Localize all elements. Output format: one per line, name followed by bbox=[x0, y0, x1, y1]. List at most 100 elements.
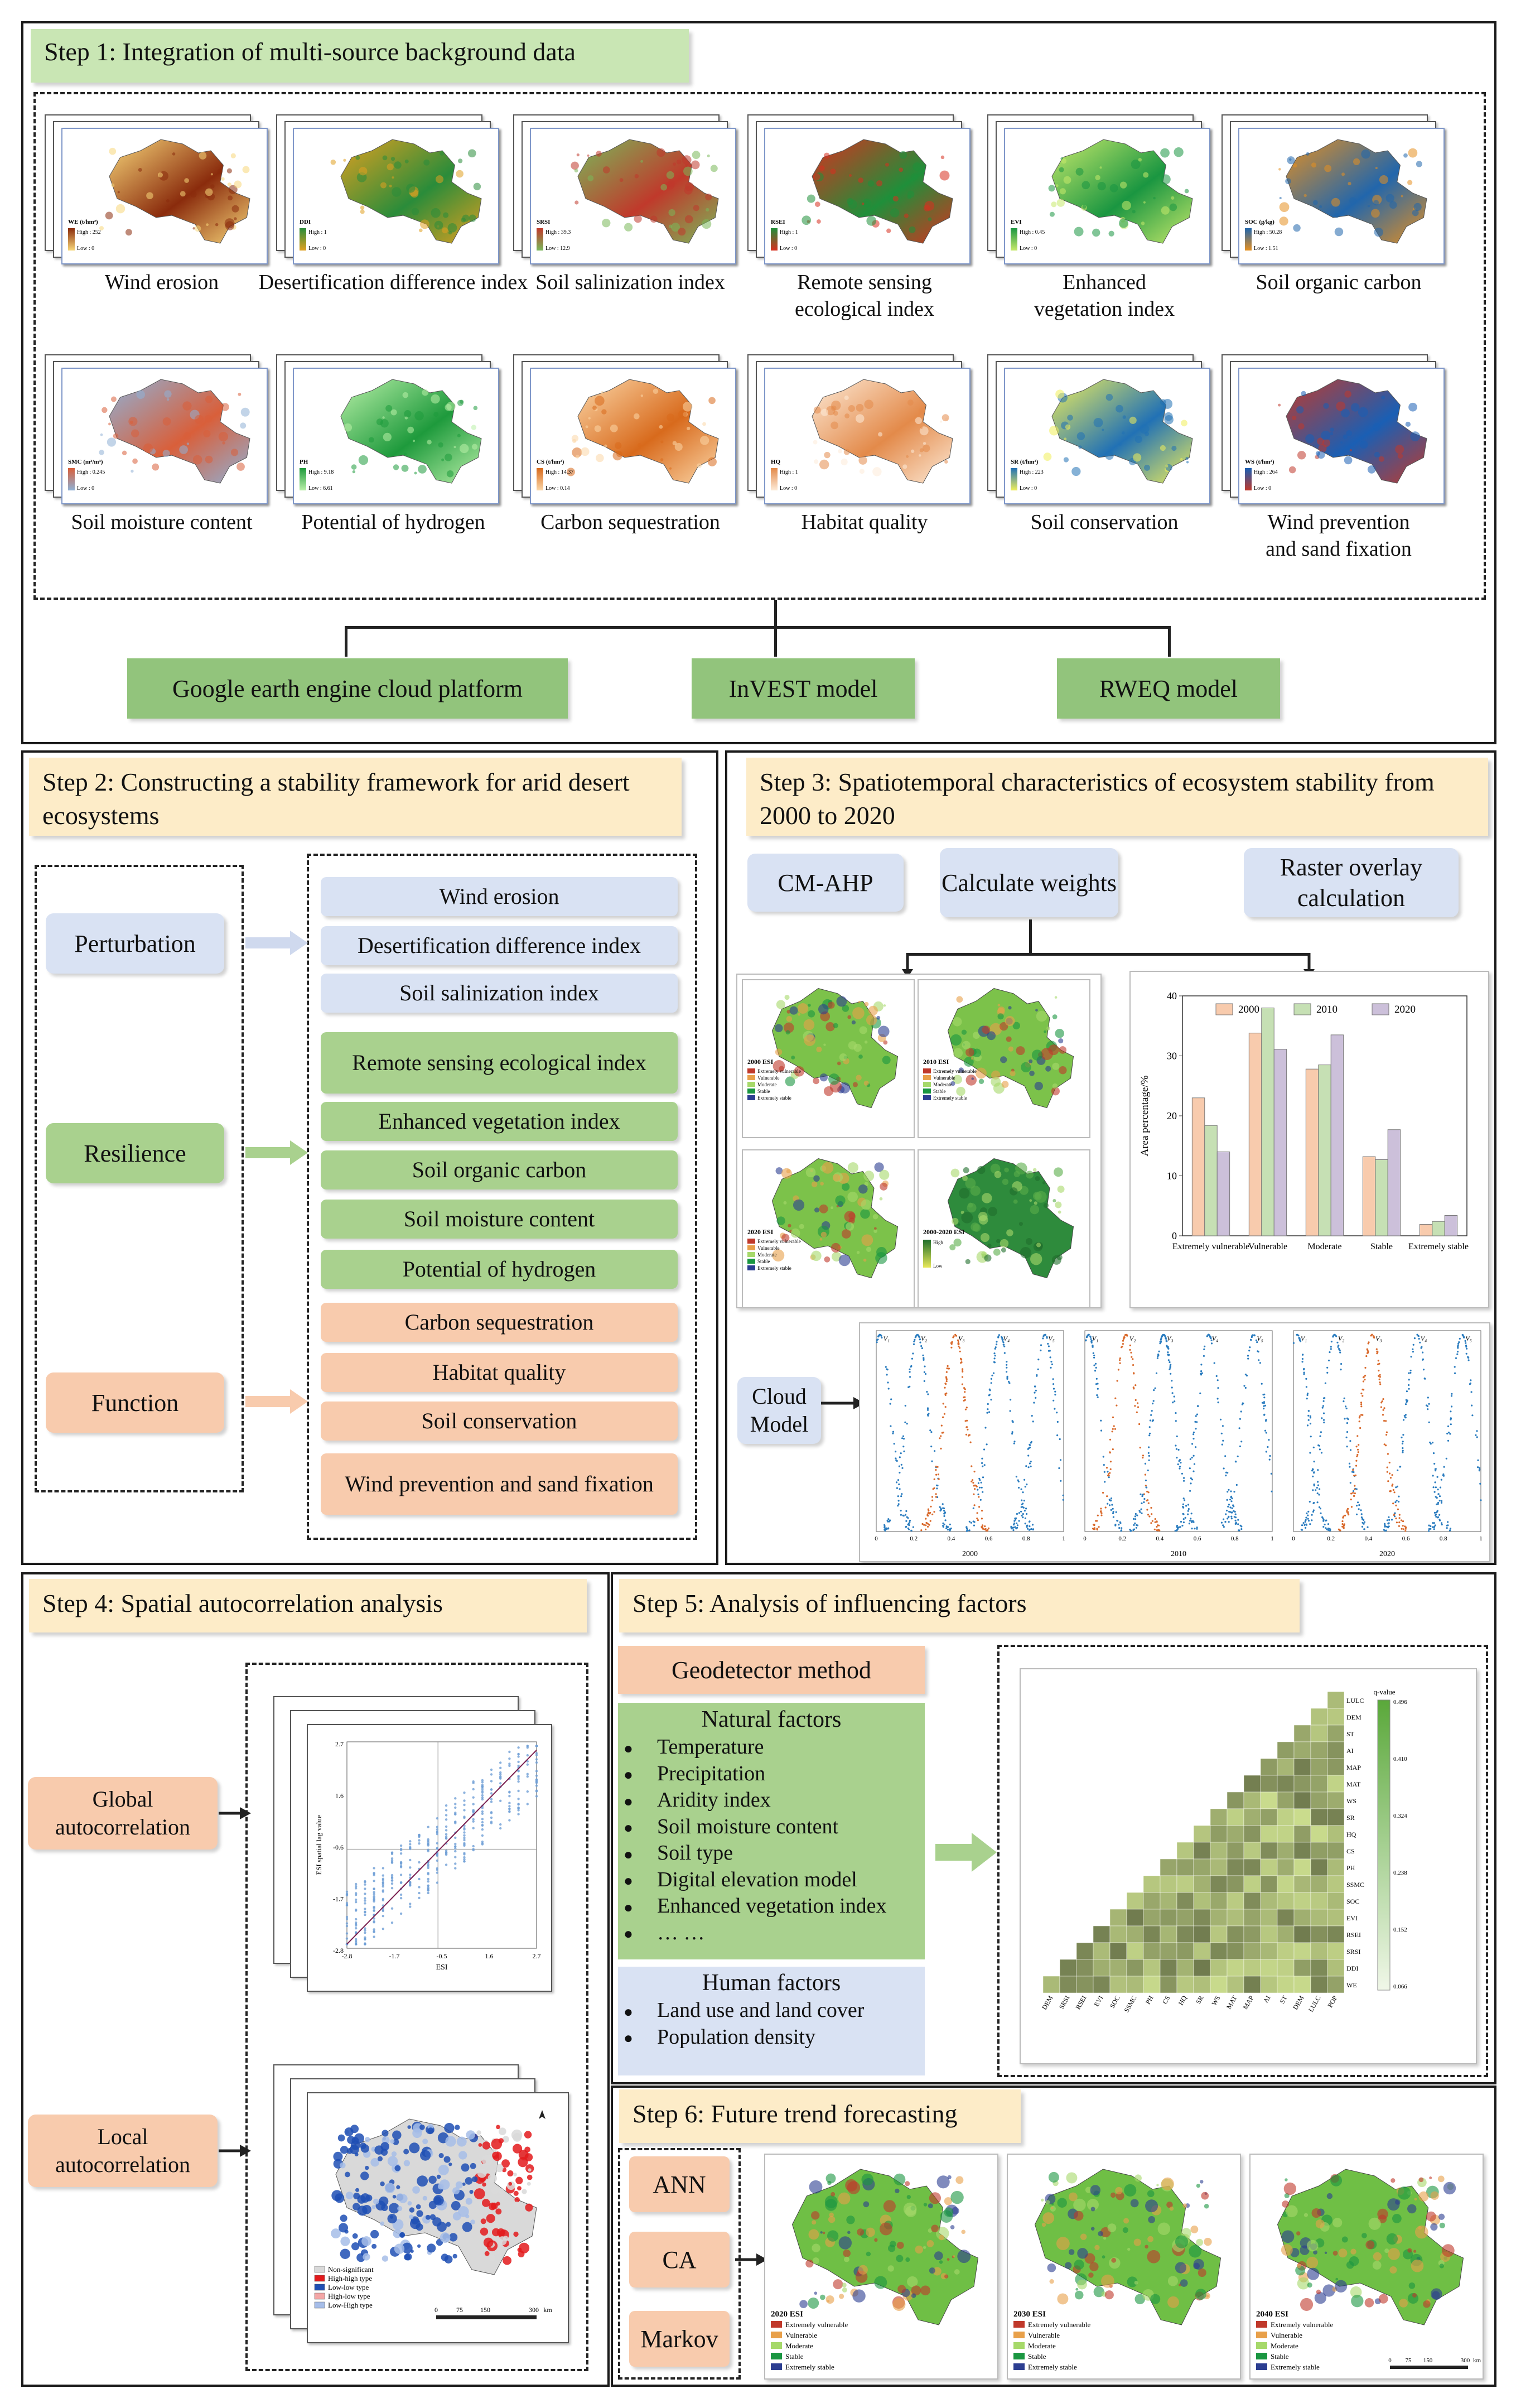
cloud-drop bbox=[1462, 1336, 1465, 1338]
cloud-drop bbox=[1265, 1432, 1267, 1434]
esi-texture bbox=[952, 1217, 959, 1225]
cloud-drop bbox=[1225, 1475, 1227, 1477]
cloud-drop bbox=[1454, 1366, 1456, 1368]
lisa-cluster bbox=[446, 2222, 451, 2227]
lisa-cluster bbox=[427, 2243, 436, 2253]
legend-title: SR (t/hm²) bbox=[1011, 459, 1039, 465]
scatter-point bbox=[445, 1818, 448, 1821]
scatter-point bbox=[355, 1898, 358, 1901]
forecast-texture bbox=[1056, 2237, 1070, 2251]
cloud-drop bbox=[1191, 1456, 1193, 1459]
heatmap-cell bbox=[1293, 1741, 1311, 1759]
cloud-drop bbox=[1427, 1408, 1429, 1410]
cloud-drop bbox=[1192, 1431, 1195, 1433]
map-texture bbox=[1413, 203, 1422, 211]
lisa-cluster bbox=[501, 2159, 510, 2168]
map-texture bbox=[1351, 403, 1360, 412]
scatter-point bbox=[399, 1852, 403, 1855]
map-texture bbox=[1063, 457, 1069, 463]
forecast-texture bbox=[1423, 2300, 1431, 2308]
lisa-cluster bbox=[425, 2214, 431, 2220]
cloud-drop bbox=[1397, 1469, 1399, 1471]
cloud-drop bbox=[1450, 1395, 1453, 1397]
cloud-drop bbox=[1032, 1420, 1034, 1423]
forecast-map: 2040 ESI Extremely vulnerable Vulnerable Mo… bbox=[1249, 2154, 1484, 2380]
scatter-point bbox=[499, 1773, 502, 1776]
cloud-x-tick: 0.8 bbox=[1231, 1535, 1239, 1542]
cloud-drop bbox=[1389, 1477, 1392, 1479]
scatter-point bbox=[390, 1882, 394, 1885]
cloud-drop bbox=[1234, 1511, 1236, 1513]
scatter-point bbox=[399, 1844, 403, 1847]
cloud-drop bbox=[958, 1345, 960, 1347]
cloud-drop bbox=[1153, 1528, 1156, 1530]
cloud-drop bbox=[1441, 1500, 1443, 1502]
cloud-drop bbox=[924, 1373, 927, 1375]
heatmap-row-label: SRSI bbox=[1346, 1948, 1360, 1956]
cloud-drop bbox=[1371, 1333, 1373, 1336]
esi-texture bbox=[837, 1061, 841, 1066]
forecast-texture bbox=[1306, 2240, 1319, 2252]
map-texture bbox=[433, 412, 439, 417]
legend-low: Low : 0 bbox=[1020, 245, 1037, 252]
cloud-drop bbox=[1133, 1524, 1135, 1526]
cloud-drop bbox=[1147, 1502, 1150, 1504]
map-texture bbox=[1095, 175, 1100, 181]
natural-factor: … … bbox=[624, 1920, 925, 1947]
map-texture bbox=[682, 155, 692, 165]
forecast-texture bbox=[1147, 2190, 1155, 2198]
cloud-drop bbox=[1418, 1337, 1420, 1340]
map-caption: Enhanced vegetation index bbox=[1034, 271, 1175, 321]
map-texture bbox=[431, 208, 441, 218]
cloud-level-label: V₁ bbox=[883, 1335, 890, 1342]
cloud-drop bbox=[984, 1427, 987, 1429]
heatmap-cell bbox=[1126, 1976, 1144, 1993]
scatter-point bbox=[481, 1807, 484, 1809]
legend-ramp bbox=[68, 468, 75, 490]
cloud-drop bbox=[897, 1505, 899, 1507]
bar-2010-1 bbox=[1261, 1008, 1274, 1236]
legend-label: Extremely stable bbox=[757, 1265, 791, 1271]
cloud-drop bbox=[909, 1521, 911, 1523]
esi-texture bbox=[971, 1077, 974, 1080]
cloud-drop bbox=[1394, 1501, 1397, 1504]
cloud-drop bbox=[1450, 1410, 1452, 1413]
scatter-point bbox=[382, 1885, 384, 1888]
heatmap-row-label: SR bbox=[1346, 1814, 1355, 1822]
forecast-texture bbox=[955, 2176, 964, 2184]
cloud-drop bbox=[1177, 1448, 1180, 1451]
map-texture bbox=[1397, 453, 1403, 459]
map-texture bbox=[1120, 181, 1127, 189]
map-texture bbox=[571, 161, 579, 170]
scatter-point bbox=[436, 1842, 439, 1844]
lisa-cluster bbox=[380, 2221, 385, 2226]
cloud-drop bbox=[1263, 1405, 1265, 1407]
map-texture bbox=[1292, 163, 1297, 168]
cloud-drop bbox=[915, 1335, 918, 1337]
cloud-drop bbox=[1458, 1341, 1460, 1343]
legend-low: Low : 0 bbox=[780, 485, 797, 492]
scatter-point bbox=[409, 1866, 412, 1869]
scatter-point bbox=[463, 1831, 466, 1834]
cloud-drop bbox=[950, 1343, 953, 1345]
esi-texture bbox=[858, 1054, 863, 1059]
cloud-drop bbox=[1436, 1510, 1438, 1513]
cloud-drop bbox=[1228, 1516, 1230, 1518]
scale-label: 75 bbox=[456, 2306, 463, 2314]
x-tick-label: 1.6 bbox=[485, 1952, 494, 1960]
map-texture bbox=[596, 151, 602, 157]
scatter-point bbox=[508, 1764, 511, 1768]
lisa-cluster bbox=[412, 2186, 420, 2194]
cloud-drop bbox=[1158, 1350, 1160, 1352]
lisa-cluster bbox=[380, 2181, 385, 2187]
scatter-point bbox=[499, 1766, 502, 1769]
cloud-drop bbox=[945, 1525, 948, 1528]
forecast-texture bbox=[905, 2181, 910, 2187]
scale-label: 300 bbox=[1461, 2357, 1470, 2364]
cloud-drop bbox=[1346, 1446, 1348, 1448]
forecast-texture bbox=[1441, 2244, 1455, 2257]
heatmap-cell bbox=[1260, 1825, 1278, 1843]
map-texture bbox=[1186, 461, 1189, 464]
scatter-point bbox=[382, 1889, 384, 1892]
forecast-texture bbox=[866, 2227, 875, 2237]
